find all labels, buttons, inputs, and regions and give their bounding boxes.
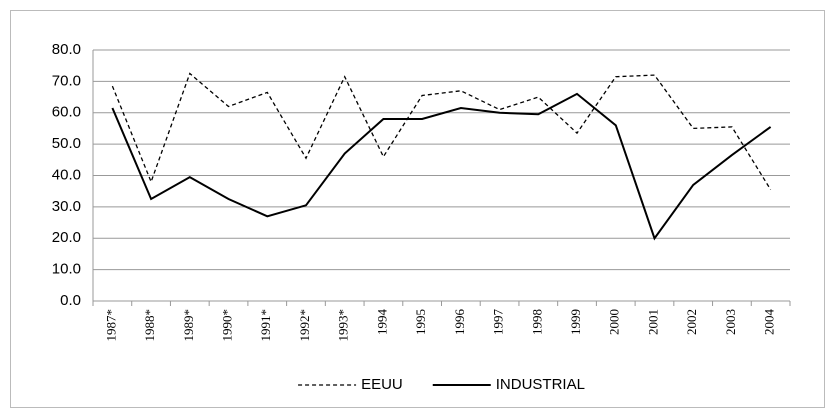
y-tick-label: 10.0 <box>52 261 81 278</box>
legend-label: EEUU <box>361 376 403 393</box>
legend-label: INDUSTRIAL <box>496 376 585 393</box>
legend: EEUU INDUSTRIAL <box>298 376 585 393</box>
x-tick-label: 1991* <box>258 309 273 342</box>
y-tick-label: 50.0 <box>52 135 81 152</box>
y-tick-label: 20.0 <box>52 229 81 246</box>
y-tick-label: 80.0 <box>52 41 81 58</box>
x-tick-label: 1988* <box>142 309 157 342</box>
y-tick-label: 60.0 <box>52 104 81 121</box>
x-tick-label: 1997 <box>491 309 506 336</box>
series-line <box>111 92 772 241</box>
x-tick-label: 1987* <box>103 309 118 342</box>
chart-border <box>10 10 825 408</box>
x-tick-label: 1992* <box>297 309 312 342</box>
y-tick-label: 30.0 <box>52 198 81 215</box>
x-tick-label: 1989* <box>181 309 196 342</box>
x-tick-label: 2000 <box>607 309 622 335</box>
y-tick-label: 70.0 <box>52 72 81 89</box>
x-tick-label: 1993* <box>336 309 351 342</box>
x-tick-label: 2001 <box>645 309 660 335</box>
x-tick-label: 1998 <box>529 309 544 335</box>
series-line <box>111 72 772 190</box>
y-tick-label: 0.0 <box>60 292 81 309</box>
x-tick-label: 1995 <box>413 309 428 335</box>
x-tick-label: 2003 <box>723 309 738 335</box>
y-tick-label: 40.0 <box>52 166 81 183</box>
x-tick-label: 1990* <box>220 309 235 342</box>
x-tick-label: 1996 <box>452 309 467 336</box>
x-tick-label: 1999 <box>568 309 583 335</box>
x-tick-label: 2004 <box>762 309 777 336</box>
x-tick-label: 2002 <box>684 309 699 335</box>
x-tick-label: 1994 <box>374 309 389 336</box>
